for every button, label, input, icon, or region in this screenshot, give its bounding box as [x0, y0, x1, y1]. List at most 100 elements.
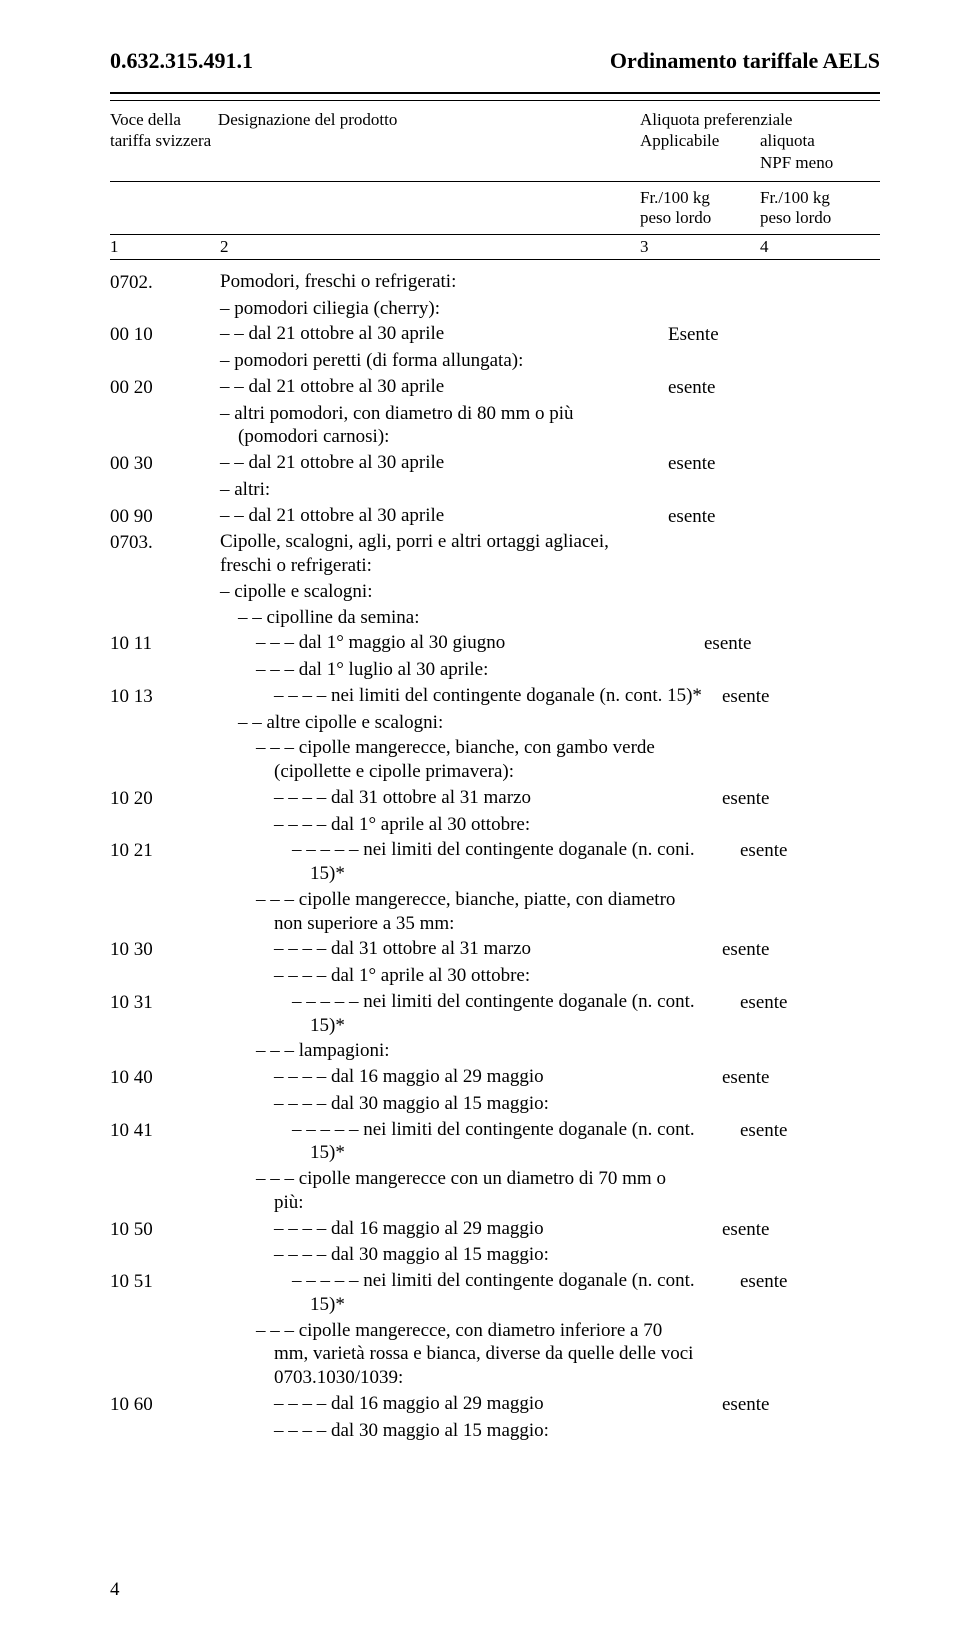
row-desc: – – – – dal 16 maggio al 29 maggio	[220, 1392, 722, 1416]
row-desc: – – – – dal 30 maggio al 15 maggio:	[220, 1419, 722, 1443]
row-code: 10 11	[110, 631, 220, 656]
table-row: – – – – dal 1° aprile al 30 ottobre:	[110, 964, 880, 988]
row-value: esente	[740, 1118, 860, 1143]
table-row: – – – cipolle mangerecce, bianche, piatt…	[110, 888, 880, 936]
row-desc: – – dal 21 ottobre al 30 aprile	[220, 451, 668, 475]
row-value: esente	[722, 786, 842, 811]
row-value	[668, 402, 788, 403]
row-desc: Pomodori, freschi o refrigerati:	[220, 270, 650, 294]
table-row: 10 11– – – dal 1° maggio al 30 giugnoese…	[110, 631, 880, 656]
header-left: 0.632.315.491.1	[110, 48, 253, 74]
row-value: esente	[722, 1217, 842, 1242]
table-row: – – altre cipolle e scalogni:	[110, 711, 880, 735]
row-code	[110, 1039, 220, 1040]
row-desc: – – – cipolle mangerecce, bianche, piatt…	[220, 888, 704, 936]
table-row: – – – – dal 30 maggio al 15 maggio:	[110, 1092, 880, 1116]
row-desc: – – – – dal 16 maggio al 29 maggio	[220, 1065, 722, 1089]
table-row: 10 20– – – – dal 31 ottobre al 31 marzoe…	[110, 786, 880, 811]
row-code: 10 41	[110, 1118, 220, 1143]
row-code	[110, 888, 220, 889]
row-desc: – – – – – nei limiti del contingente dog…	[220, 838, 740, 886]
row-code	[110, 1319, 220, 1320]
row-code: 10 51	[110, 1269, 220, 1294]
table-row: 10 30– – – – dal 31 ottobre al 31 marzoe…	[110, 937, 880, 962]
row-desc: – – – – dal 16 maggio al 29 maggio	[220, 1217, 722, 1241]
row-value: esente	[668, 451, 788, 476]
table-row: 10 41– – – – – nei limiti del contingent…	[110, 1118, 880, 1166]
row-value	[704, 1319, 824, 1320]
row-value	[722, 1243, 842, 1244]
row-value	[722, 964, 842, 965]
row-value: esente	[722, 937, 842, 962]
table-row: 10 21– – – – – nei limiti del contingent…	[110, 838, 880, 886]
row-value	[704, 888, 824, 889]
row-value: esente	[740, 990, 860, 1015]
row-desc: – – – – dal 30 maggio al 15 maggio:	[220, 1243, 722, 1267]
row-desc: – – – dal 1° luglio al 30 aprile:	[220, 658, 704, 682]
row-desc: – – – cipolle mangerecce, con diametro i…	[220, 1319, 704, 1390]
table-row: – – – – dal 1° aprile al 30 ottobre:	[110, 813, 880, 837]
row-desc: – – dal 21 ottobre al 30 aprile	[220, 322, 668, 346]
row-code	[110, 736, 220, 737]
page-number: 4	[110, 1579, 120, 1601]
table-row: 10 60– – – – dal 16 maggio al 29 maggioe…	[110, 1392, 880, 1417]
row-desc: – – – – dal 1° aprile al 30 ottobre:	[220, 964, 722, 988]
col1-line2: tariffa svizzera	[110, 130, 218, 151]
col4-line3: NPF meno	[760, 152, 880, 173]
col1-line1: Voce della	[110, 109, 218, 130]
table-row: 00 90– – dal 21 ottobre al 30 aprileesen…	[110, 504, 880, 529]
row-desc: – – – – dal 30 maggio al 15 maggio:	[220, 1092, 722, 1116]
table-row: – – – – dal 30 maggio al 15 maggio:	[110, 1243, 880, 1267]
row-value	[704, 1039, 824, 1040]
row-desc: – – – lampagioni:	[220, 1039, 704, 1063]
row-code	[110, 349, 220, 350]
row-value: esente	[704, 631, 824, 656]
row-code: 10 60	[110, 1392, 220, 1417]
row-value	[722, 1419, 842, 1420]
col4-unit2: peso lordo	[760, 208, 880, 228]
row-value: esente	[722, 1392, 842, 1417]
row-desc: – – – – – nei limiti del contingente dog…	[220, 1118, 740, 1166]
row-value	[722, 1092, 842, 1093]
column-number-row: 1 2 3 4	[110, 235, 880, 259]
row-desc: – – – cipolle mangerecce, bianche, con g…	[220, 736, 704, 784]
row-value: esente	[722, 684, 842, 709]
table-row: – – – cipolle mangerecce, con diametro i…	[110, 1319, 880, 1390]
row-code	[110, 964, 220, 965]
row-desc: – – dal 21 ottobre al 30 aprile	[220, 375, 668, 399]
row-value	[668, 580, 788, 581]
table-row: – pomodori ciliegia (cherry):	[110, 297, 880, 321]
row-desc: – – – – dal 1° aprile al 30 ottobre:	[220, 813, 722, 837]
row-desc: Cipolle, scalogni, agli, porri e altri o…	[220, 530, 650, 578]
row-code	[110, 1419, 220, 1420]
row-code: 10 31	[110, 990, 220, 1015]
col34-line1: Aliquota preferenziale	[640, 109, 880, 130]
row-code: 10 50	[110, 1217, 220, 1242]
row-value	[650, 270, 770, 271]
row-code	[110, 580, 220, 581]
rule-thin-4	[110, 259, 880, 260]
row-desc: – – – – dal 31 ottobre al 31 marzo	[220, 937, 722, 961]
row-desc: – – – – dal 31 ottobre al 31 marzo	[220, 786, 722, 810]
row-desc: – pomodori ciliegia (cherry):	[220, 297, 668, 321]
colnum-1: 1	[110, 237, 220, 257]
table-row: 0702.Pomodori, freschi o refrigerati:	[110, 270, 880, 295]
row-desc: – pomodori peretti (di forma allungata):	[220, 349, 668, 373]
row-desc: – – – dal 1° maggio al 30 giugno	[220, 631, 704, 655]
row-value: esente	[668, 504, 788, 529]
row-desc: – – – cipolle mangerecce con un diametro…	[220, 1167, 704, 1215]
row-desc: – – altre cipolle e scalogni:	[220, 711, 686, 735]
row-value: esente	[740, 838, 860, 863]
row-code: 10 21	[110, 838, 220, 863]
row-value	[668, 478, 788, 479]
col2-line1: Designazione del prodotto	[218, 109, 630, 130]
row-code	[110, 1167, 220, 1168]
row-code: 10 20	[110, 786, 220, 811]
table-row: – – – dal 1° luglio al 30 aprile:	[110, 658, 880, 682]
row-code: 0702.	[110, 270, 220, 295]
row-code	[110, 813, 220, 814]
colnum-2: 2	[220, 237, 640, 257]
row-code	[110, 297, 220, 298]
row-value	[686, 711, 806, 712]
row-code: 10 40	[110, 1065, 220, 1090]
